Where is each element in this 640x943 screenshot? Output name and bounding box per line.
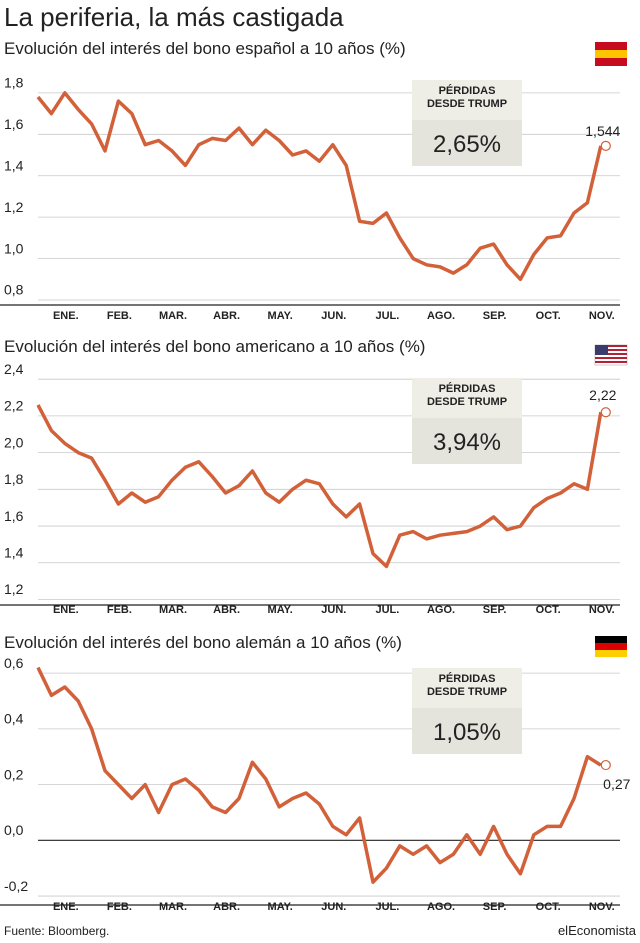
- x-tick-label: MAY.: [268, 901, 293, 913]
- chart-title: Evolución del interés del bono americano…: [4, 337, 425, 356]
- x-tick-label: JUL.: [375, 310, 399, 322]
- x-tick-label: NOV.: [589, 310, 615, 322]
- x-tick-label: MAR.: [159, 604, 187, 616]
- y-tick-label: 2,4: [4, 361, 24, 377]
- y-tick-label: 0,2: [4, 766, 24, 782]
- box-value: 1,05%: [433, 719, 501, 746]
- x-tick-label: OCT.: [536, 901, 561, 913]
- box-value: 3,94%: [433, 429, 501, 456]
- y-tick-label: 1,0: [4, 240, 24, 256]
- flag-germany: [595, 636, 627, 657]
- flag-usa: [594, 344, 628, 366]
- y-tick-label: 1,2: [4, 199, 24, 215]
- end-marker: [600, 140, 611, 151]
- x-tick-label: ENE.: [53, 604, 79, 616]
- y-tick-label: 1,4: [4, 157, 24, 173]
- box-header: [412, 378, 522, 418]
- x-tick-label: JUN.: [321, 604, 346, 616]
- y-tick-label: 0,4: [4, 711, 24, 727]
- x-tick-label: JUN.: [321, 901, 346, 913]
- y-tick-label: 2,2: [4, 398, 24, 414]
- x-tick-label: NOV.: [589, 901, 615, 913]
- x-tick-label: ABR.: [213, 604, 240, 616]
- line: [36, 404, 603, 569]
- line: [36, 91, 603, 282]
- x-tick-label: SEP.: [483, 604, 507, 616]
- x-tick-label: MAR.: [159, 310, 187, 322]
- box-label: PÉRDIDAS: [439, 672, 496, 685]
- x-tick-label: ABR.: [213, 901, 240, 913]
- chart-title: Evolución del interés del bono alemán a …: [4, 633, 402, 652]
- x-tick-label: ENE.: [53, 901, 79, 913]
- x-tick-label: JUN.: [321, 310, 346, 322]
- y-tick-label: 1,6: [4, 508, 24, 524]
- y-tick-label: 1,2: [4, 581, 24, 597]
- y-tick-label: 0,6: [4, 655, 24, 671]
- box-body: [412, 418, 522, 464]
- x-tick-label: MAR.: [159, 901, 187, 913]
- x-tick-label: FEB.: [107, 901, 132, 913]
- box-label: PÉRDIDAS: [439, 84, 496, 97]
- box-body: [412, 708, 522, 754]
- box-label: DESDE TRUMP: [427, 686, 507, 698]
- x-tick-label: MAY.: [268, 310, 293, 322]
- x-tick-label: JUL.: [375, 901, 399, 913]
- x-tick-label: ENE.: [53, 310, 79, 322]
- y-tick-label: 1,6: [4, 116, 24, 132]
- y-tick-label: 1,8: [4, 471, 24, 487]
- source: Fuente: Bloomberg.: [4, 924, 109, 938]
- y-tick-label: 1,4: [4, 544, 24, 560]
- flag-spain: [595, 42, 627, 66]
- x-tick-label: NOV.: [589, 604, 615, 616]
- x-tick-label: SEP.: [483, 901, 507, 913]
- x-tick-label: MAY.: [268, 604, 293, 616]
- y-tick-label: 0,0: [4, 822, 24, 838]
- y-tick-label: 1,8: [4, 75, 24, 91]
- brand: elEconomista: [558, 923, 637, 938]
- box-label: PÉRDIDAS: [439, 382, 496, 395]
- x-tick-label: AGO.: [427, 604, 455, 616]
- x-tick-label: ABR.: [213, 310, 240, 322]
- box-value: 2,65%: [433, 131, 501, 158]
- x-tick-label: OCT.: [536, 604, 561, 616]
- line: [36, 666, 602, 884]
- box-header: [412, 668, 522, 708]
- main-title: La periferia, la más castigada: [4, 2, 344, 32]
- x-tick-label: JUL.: [375, 604, 399, 616]
- x-tick-label: OCT.: [536, 310, 561, 322]
- value-label: 0,27: [603, 776, 630, 792]
- chart-title: Evolución del interés del bono español a…: [4, 39, 406, 58]
- x-tick-label: AGO.: [427, 901, 455, 913]
- y-tick-label: -0,2: [4, 878, 28, 894]
- end-marker: [600, 407, 611, 418]
- value-label: 1,544: [585, 123, 620, 139]
- end-marker: [600, 759, 611, 771]
- x-tick-label: FEB.: [107, 604, 132, 616]
- box-header: [412, 80, 522, 120]
- y-tick-label: 2,0: [4, 434, 24, 450]
- box-label: DESDE TRUMP: [427, 98, 507, 110]
- box-label: DESDE TRUMP: [427, 396, 507, 408]
- box-body: [412, 120, 522, 166]
- x-tick-label: AGO.: [427, 310, 455, 322]
- value-label: 2,22: [589, 387, 616, 403]
- x-tick-label: FEB.: [107, 310, 132, 322]
- x-tick-label: SEP.: [483, 310, 507, 322]
- y-tick-label: 0,8: [4, 282, 24, 298]
